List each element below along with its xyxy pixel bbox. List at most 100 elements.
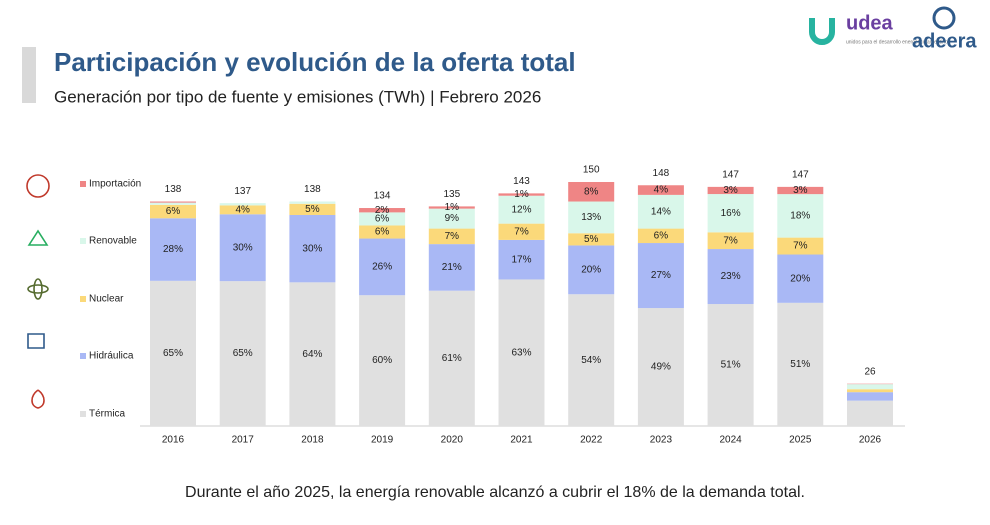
value-label: 14% bbox=[651, 206, 671, 217]
bar-segment bbox=[359, 225, 406, 239]
total-label: 143 bbox=[513, 176, 530, 187]
bar-segment bbox=[777, 254, 824, 303]
value-label: 28% bbox=[163, 244, 183, 255]
bar-segment bbox=[498, 239, 545, 280]
x-tick-label: 2023 bbox=[650, 435, 673, 446]
bar-segment bbox=[219, 203, 266, 206]
x-tick-label: 2017 bbox=[232, 435, 255, 446]
x-tick-label: 2026 bbox=[859, 435, 882, 446]
total-label: 138 bbox=[304, 184, 321, 195]
value-label: 1% bbox=[514, 189, 529, 200]
value-label: 54% bbox=[581, 355, 601, 366]
bar-segment bbox=[150, 204, 196, 219]
bar-segment bbox=[568, 245, 615, 295]
brand: udea bbox=[846, 12, 894, 34]
value-label: 65% bbox=[163, 348, 183, 359]
icon bbox=[27, 333, 45, 349]
value-label: 3% bbox=[723, 185, 738, 196]
x-tick-label: 2016 bbox=[162, 435, 185, 446]
bar-segment bbox=[847, 384, 893, 390]
bar-segment bbox=[707, 194, 754, 233]
logo-udea: udea unidos para el desarrollo energétic… bbox=[809, 12, 948, 45]
value-label: 6% bbox=[654, 230, 669, 241]
x-tick-label: 2020 bbox=[441, 435, 464, 446]
icon bbox=[27, 229, 49, 246]
bar-segment bbox=[568, 182, 615, 202]
brand-tagline: unidos para el desarrollo energético arg… bbox=[846, 39, 948, 45]
bar-segment bbox=[150, 218, 196, 281]
value-label: 13% bbox=[581, 212, 601, 223]
bar-segment bbox=[150, 201, 196, 203]
value-label: 5% bbox=[584, 234, 599, 245]
footnote: Durante el año 2025, la energía renovabl… bbox=[185, 484, 805, 501]
bar-segment bbox=[498, 223, 545, 240]
title-accent bbox=[22, 47, 36, 103]
total-label: 147 bbox=[722, 170, 739, 181]
legend-label: Hidráulica bbox=[89, 351, 134, 362]
x-tick-label: 2018 bbox=[301, 435, 324, 446]
x-tick-label: 2021 bbox=[510, 435, 533, 446]
logo-icon bbox=[809, 18, 835, 45]
total-label: 26 bbox=[864, 366, 876, 377]
bar-segment bbox=[359, 208, 406, 213]
value-label: 3% bbox=[793, 185, 808, 196]
icon bbox=[31, 389, 45, 409]
x-tick-label: 2024 bbox=[719, 435, 742, 446]
logo-icon bbox=[932, 6, 956, 30]
legend-swatch bbox=[80, 411, 86, 417]
bar-segment bbox=[289, 203, 336, 215]
total-label: 150 bbox=[583, 165, 600, 176]
bar-segment bbox=[568, 201, 615, 234]
bar-segment bbox=[777, 186, 824, 195]
bar-segment bbox=[289, 282, 336, 426]
value-label: 12% bbox=[511, 204, 531, 215]
legend-label: Térmica bbox=[89, 409, 126, 420]
bar-segment bbox=[428, 290, 475, 426]
legend-swatch bbox=[80, 181, 86, 187]
value-label: 16% bbox=[721, 208, 741, 219]
icon bbox=[33, 278, 43, 300]
value-label: 21% bbox=[442, 262, 462, 273]
bar-segment bbox=[707, 186, 754, 195]
legend-label: Importación bbox=[89, 179, 141, 190]
bar-segment bbox=[289, 201, 336, 204]
bar-segment bbox=[219, 281, 266, 426]
x-tick-label: 2022 bbox=[580, 435, 603, 446]
legend-swatch bbox=[80, 353, 86, 359]
logo-adeera: adeera bbox=[912, 6, 977, 52]
x-tick-label: 2019 bbox=[371, 435, 394, 446]
value-label: 17% bbox=[511, 254, 531, 265]
value-label: 65% bbox=[233, 348, 253, 359]
bar-segment bbox=[498, 193, 545, 196]
bar-segment bbox=[219, 205, 266, 215]
value-label: 20% bbox=[581, 264, 601, 275]
legend-swatch bbox=[80, 238, 86, 244]
bar-segment bbox=[428, 208, 475, 229]
total-label: 135 bbox=[443, 189, 460, 200]
value-label: 27% bbox=[651, 270, 671, 281]
chart-subtitle: Generación por tipo de fuente y emisione… bbox=[54, 87, 541, 106]
legend-icons bbox=[26, 174, 50, 409]
bar-segment bbox=[637, 185, 684, 195]
total-label: 138 bbox=[165, 184, 182, 195]
value-label: 20% bbox=[790, 273, 810, 284]
value-label: 63% bbox=[511, 347, 531, 358]
bar-segment bbox=[707, 232, 754, 250]
value-label: 8% bbox=[584, 186, 599, 197]
bar-segment bbox=[847, 400, 893, 426]
value-label: 9% bbox=[445, 213, 460, 224]
bar-segment bbox=[428, 206, 475, 209]
value-label: 51% bbox=[790, 359, 810, 370]
bar-segment bbox=[637, 228, 684, 244]
value-label: 6% bbox=[375, 227, 390, 238]
value-label: 4% bbox=[235, 204, 250, 215]
value-label: 64% bbox=[302, 349, 322, 360]
bar-segment bbox=[777, 237, 824, 255]
total-label: 137 bbox=[234, 186, 251, 197]
bar-segment bbox=[847, 389, 893, 393]
value-label: 5% bbox=[305, 204, 320, 215]
value-label: 51% bbox=[721, 360, 741, 371]
bar-segment bbox=[428, 244, 475, 291]
bar-segment bbox=[707, 249, 754, 305]
